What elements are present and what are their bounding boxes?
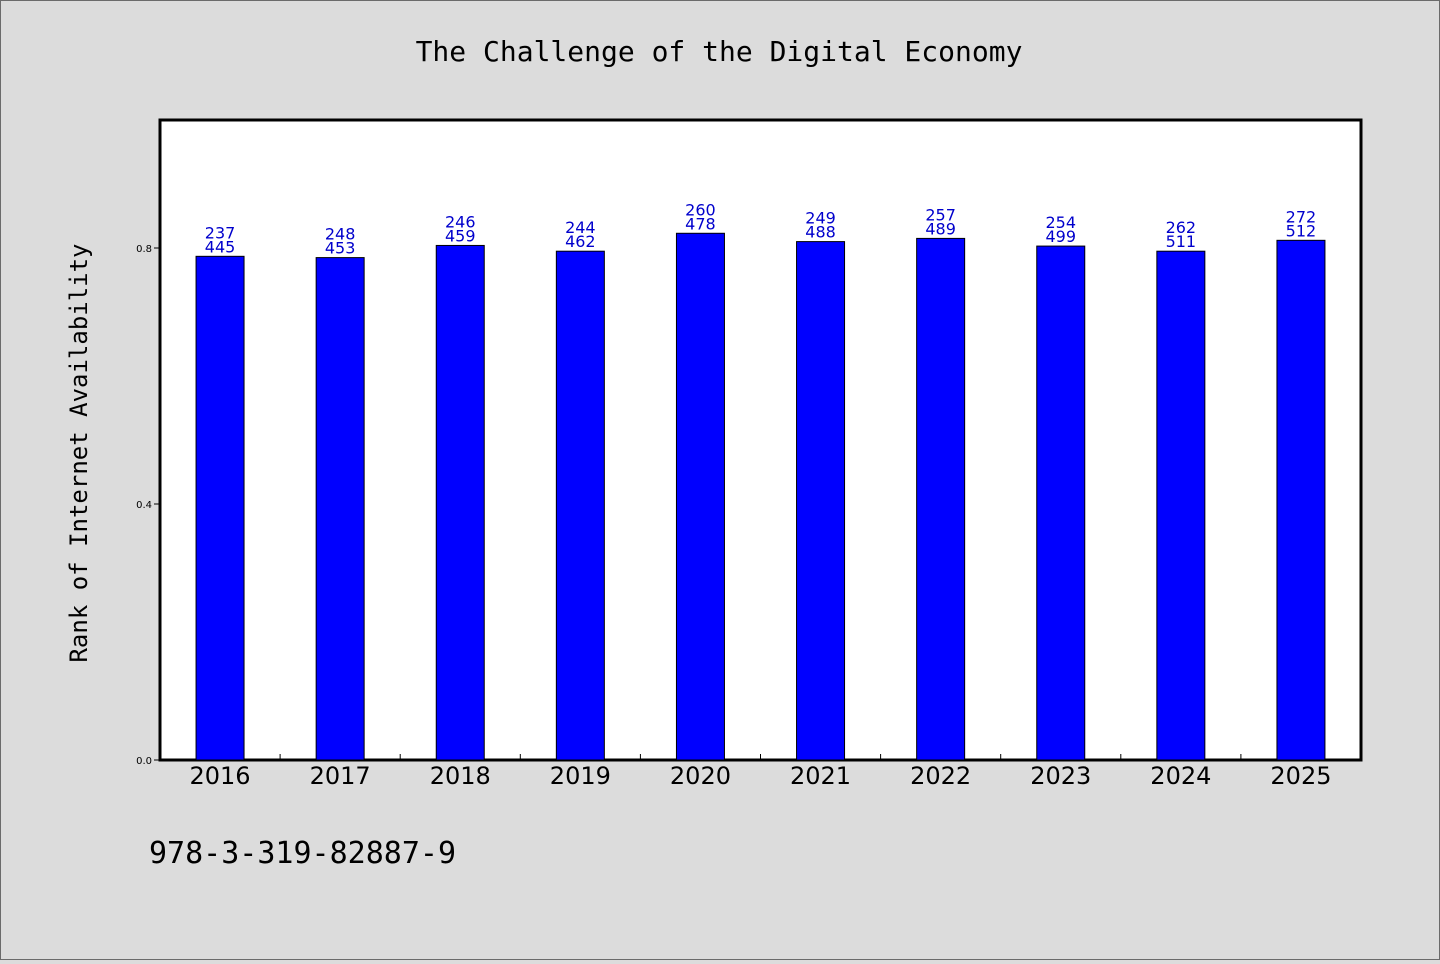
data-label-top-2025: 272: [1286, 207, 1317, 226]
isbn-text: 978-3-319-82887-9: [149, 836, 456, 871]
bar-2020: [675, 232, 725, 761]
data-label-top-2019: 244: [565, 218, 596, 237]
data-label-top-2017: 248: [325, 225, 356, 244]
x-tick-label-2021: 2021: [790, 762, 851, 790]
data-label-bottom-2019: 462: [565, 232, 596, 251]
x-tick-label-2017: 2017: [310, 762, 371, 790]
data-label-top-2020: 260: [685, 200, 716, 219]
data-label-bottom-2021: 488: [805, 223, 836, 242]
data-label-bottom-2023: 499: [1045, 227, 1076, 246]
bar-2019: [555, 250, 605, 761]
chart-title: The Challenge of the Digital Economy: [416, 35, 1023, 68]
bar-2018: [435, 244, 485, 761]
x-tick-label-2024: 2024: [1150, 762, 1211, 790]
data-label-top-2018: 246: [445, 212, 476, 231]
bar-2017: [315, 257, 365, 761]
data-label-top-2021: 249: [805, 209, 836, 228]
y-axis-label: Rank of Internet Availability: [65, 243, 93, 662]
x-ticks-group: 2016 2017 2018 2019 2020 2021 2022 2023 2024 2025: [190, 754, 1331, 790]
data-label-top-2016: 237: [205, 223, 236, 242]
x-tick-label-2025: 2025: [1270, 762, 1331, 790]
x-tick-label-2018: 2018: [430, 762, 491, 790]
data-label-bottom-2020: 478: [685, 214, 716, 233]
x-tick-label-2022: 2022: [910, 762, 971, 790]
data-label-bottom-2018: 459: [445, 226, 476, 245]
bar-2025: [1276, 239, 1326, 761]
bar-2022: [916, 237, 966, 761]
bar-2016: [195, 255, 245, 761]
data-label-bottom-2025: 512: [1286, 221, 1317, 240]
data-label-bottom-2017: 453: [325, 239, 356, 258]
x-tick-label-2023: 2023: [1030, 762, 1091, 790]
x-tick-label-2019: 2019: [550, 762, 611, 790]
y-tick-label-0.0: 0.0: [136, 756, 152, 767]
data-label-bottom-2022: 489: [925, 219, 956, 238]
data-label-bottom-2016: 445: [205, 237, 236, 256]
bar-2021: [796, 241, 846, 761]
y-tick-label-0.4: 0.4: [136, 500, 152, 511]
data-label-bottom-2024: 511: [1166, 232, 1197, 251]
x-tick-label-2016: 2016: [190, 762, 251, 790]
bar-2023: [1036, 245, 1086, 761]
x-tick-label-2020: 2020: [670, 762, 731, 790]
y-tick-label-0.8: 0.8: [136, 244, 152, 255]
data-label-top-2022: 257: [925, 205, 956, 224]
bar-2024: [1156, 250, 1206, 761]
data-label-top-2023: 254: [1045, 213, 1076, 232]
y-ticks-group: 0.0 0.4 0.8: [136, 244, 160, 767]
data-label-top-2024: 262: [1166, 218, 1197, 237]
